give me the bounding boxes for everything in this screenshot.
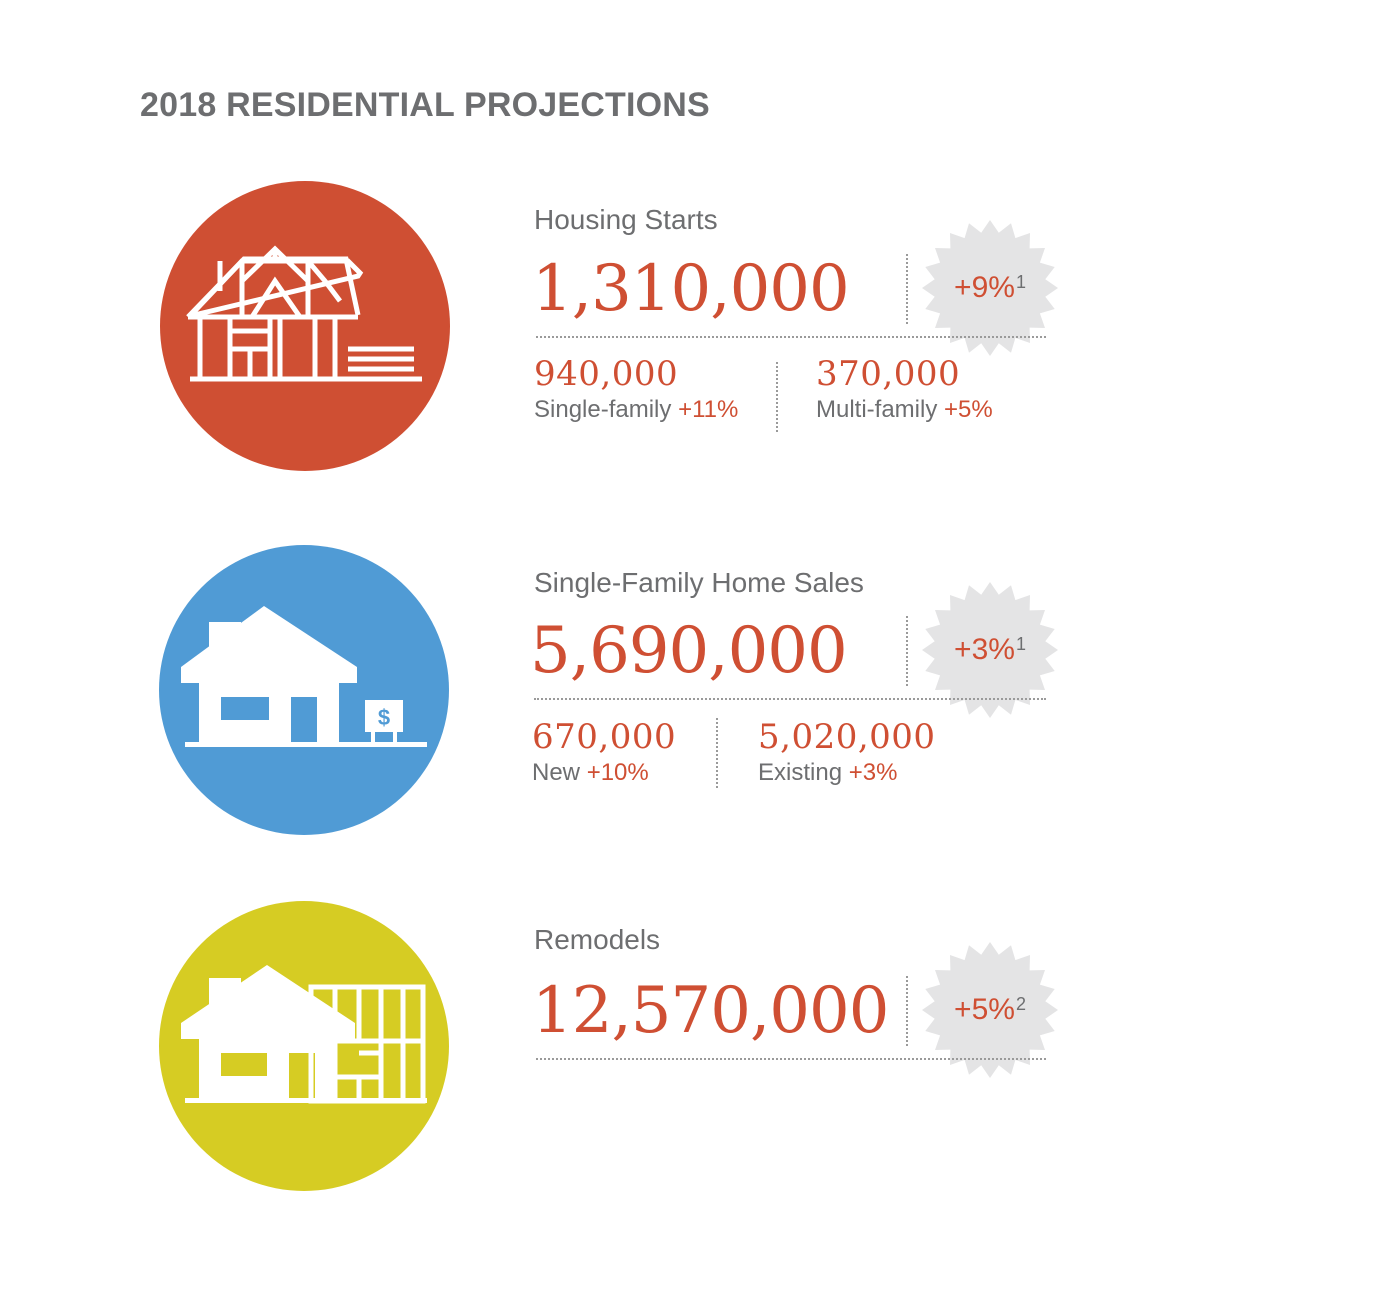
vertical-divider (716, 718, 718, 788)
remodels-change-badge: +5% 2 (920, 940, 1060, 1080)
house-addition-icon (181, 965, 427, 1104)
horizontal-divider (534, 698, 1046, 700)
sub-label-change: +3% (848, 759, 898, 786)
sub-label-text: New (532, 759, 581, 786)
sub-label-change: +11% (678, 396, 739, 423)
sub-label-text: Multi-family (816, 396, 938, 423)
starburst-icon (922, 942, 1058, 1078)
badge-footnote: 1 (1015, 271, 1026, 292)
sub-label-change: +10% (586, 759, 649, 786)
housing-starts-circle (160, 181, 450, 471)
remodels-value: 12,570,000 (532, 974, 889, 1048)
badge-percent: +5% (954, 993, 1015, 1026)
badge-percent: +9% (954, 271, 1015, 304)
housing-starts-change-badge: +9% 1 (920, 218, 1060, 358)
home-sales-value: 5,690,000 (530, 614, 848, 688)
single-family-label: Single-family +11% (534, 396, 738, 424)
badge-footnote: 2 (1015, 993, 1026, 1014)
badge-footnote: 1 (1015, 633, 1026, 654)
housing-starts-value: 1,310,000 (532, 252, 850, 326)
existing-sales-value: 5,020,000 (758, 717, 936, 757)
existing-sales-label: Existing +3% (758, 759, 897, 787)
badge-percent: +3% (954, 633, 1015, 666)
new-sales-value: 670,000 (532, 717, 677, 757)
starburst-icon (922, 220, 1058, 356)
dollar-sign: $ (378, 705, 390, 730)
horizontal-divider (536, 1058, 1046, 1060)
starburst-shape (922, 220, 1058, 356)
sub-label-text: Existing (758, 759, 843, 786)
page-title: 2018 RESIDENTIAL PROJECTIONS (140, 86, 710, 124)
remodels-label: Remodels (534, 924, 661, 955)
new-sales-label: New +10% (532, 759, 649, 787)
vertical-divider (906, 616, 908, 686)
home-sales-change-badge: +3% 1 (920, 580, 1060, 720)
starburst-shape (922, 582, 1058, 718)
vertical-divider (776, 362, 778, 432)
multi-family-label: Multi-family +5% (816, 396, 993, 424)
horizontal-divider (536, 336, 1046, 338)
home-sales-label: Single-Family Home Sales (534, 567, 864, 598)
sub-label-text: Single-family (534, 396, 672, 423)
house-frame-icon (186, 245, 422, 382)
housing-starts-label: Housing Starts (534, 204, 718, 235)
home-sales-circle: $ (159, 545, 449, 835)
sub-label-change: +5% (944, 396, 993, 423)
multi-family-value: 370,000 (816, 354, 961, 394)
house-for-sale-icon: $ (181, 606, 427, 747)
vertical-divider (906, 254, 908, 324)
remodels-circle (159, 901, 449, 1191)
single-family-value: 940,000 (534, 354, 679, 394)
starburst-shape (922, 942, 1058, 1078)
vertical-divider (906, 976, 908, 1046)
starburst-icon (922, 582, 1058, 718)
